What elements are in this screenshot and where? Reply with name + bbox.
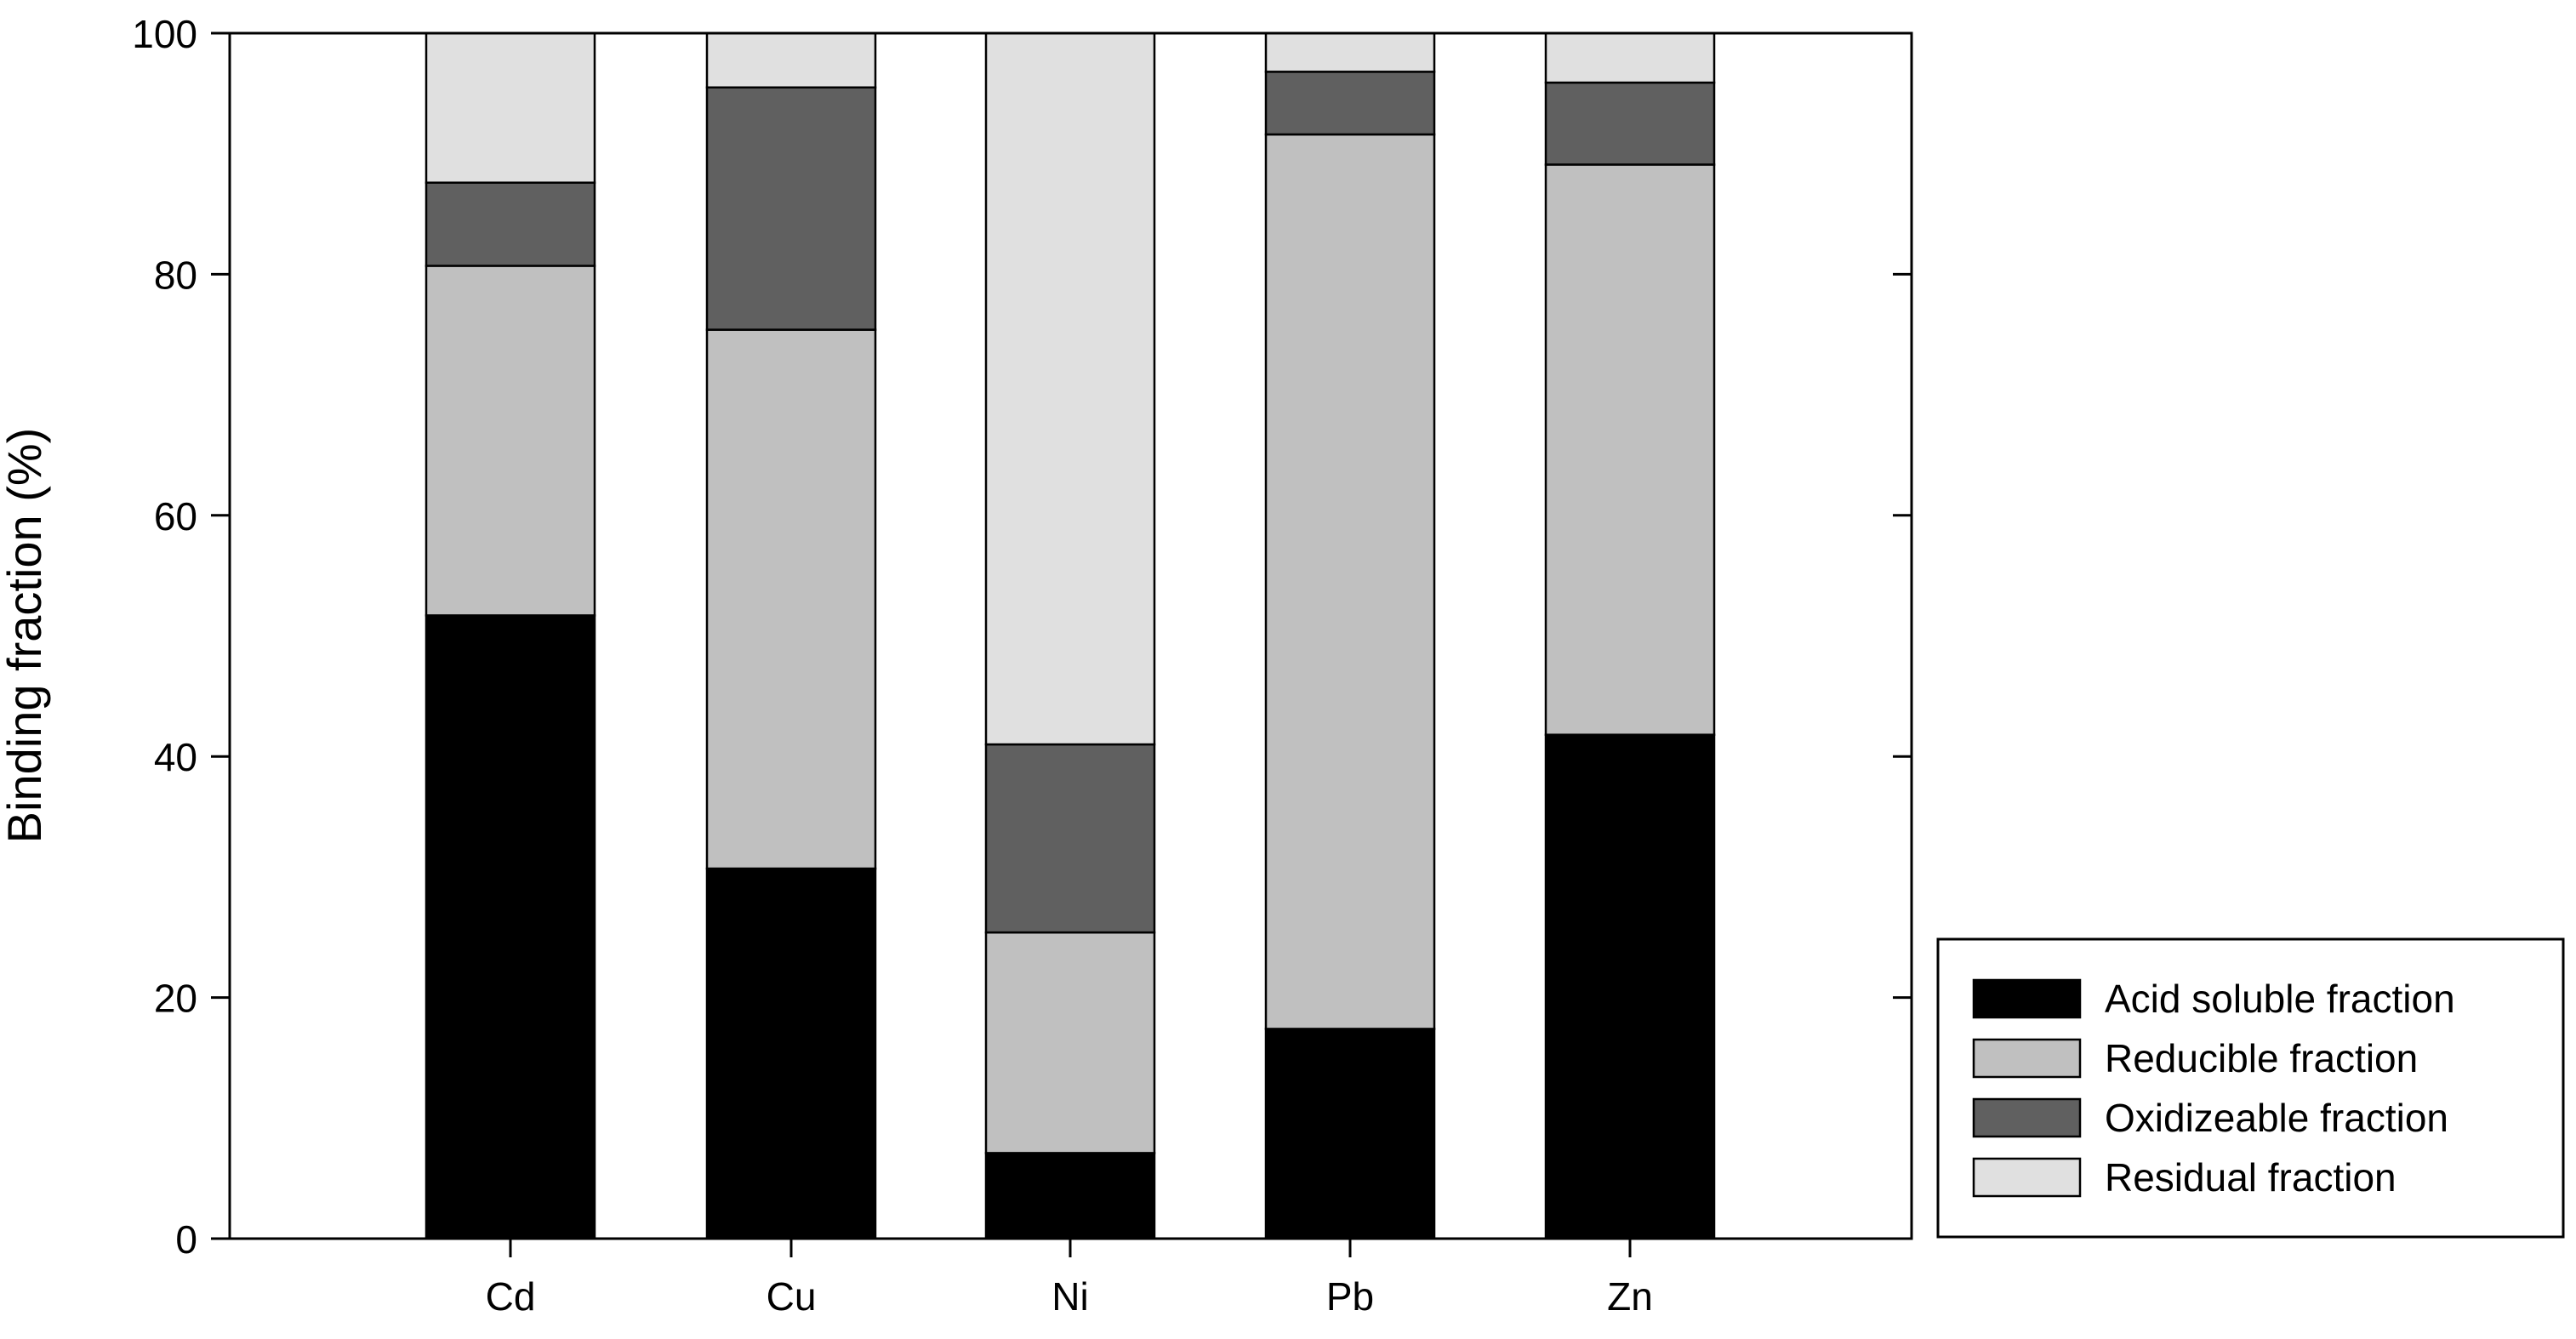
y-tick-label: 80 xyxy=(154,253,197,297)
legend-label-3: Oxidizeable fraction xyxy=(2105,1096,2448,1140)
x-tick-label-zn: Zn xyxy=(1607,1274,1653,1319)
legend: Acid soluble fraction Reducible fraction O… xyxy=(1936,937,2565,1239)
bar-segment-ni-series-2 xyxy=(984,931,1156,1154)
legend-label-2: Reducible fraction xyxy=(2105,1036,2418,1080)
bar-segment-zn-series-1 xyxy=(1544,733,1716,1240)
legend-swatch-4 xyxy=(1972,1157,2082,1198)
x-tick-label-cd: Cd xyxy=(486,1274,536,1319)
y-tick-label: 100 xyxy=(132,12,197,56)
legend-label-1: Acid soluble fraction xyxy=(2105,977,2455,1021)
x-tick-label-ni: Ni xyxy=(1051,1274,1088,1319)
y-tick-label: 20 xyxy=(154,977,197,1021)
y-tick-label: 60 xyxy=(154,494,197,538)
bar-segment-cu-series-2 xyxy=(705,328,877,870)
x-tick-label-pb: Pb xyxy=(1326,1274,1374,1319)
bar-segment-pb-series-1 xyxy=(1264,1028,1436,1240)
y-axis: 0 20 40 60 80 100 xyxy=(132,12,1912,1262)
y-axis-label: Binding fraction (%) xyxy=(0,428,51,844)
bar-segment-ni-series-4 xyxy=(984,31,1156,746)
bar-segment-zn-series-4 xyxy=(1544,31,1716,84)
bar-segment-ni-series-3 xyxy=(984,743,1156,934)
bar-segment-cu-series-1 xyxy=(705,867,877,1240)
bar-segment-cu-series-4 xyxy=(705,31,877,89)
x-tick-label-cu: Cu xyxy=(767,1274,817,1319)
bar-segment-cd-series-1 xyxy=(425,614,596,1240)
legend-swatch-2 xyxy=(1972,1038,2082,1079)
x-axis: Cd Cu Ni Pb Zn xyxy=(486,1239,1653,1319)
legend-swatch-3 xyxy=(1972,1097,2082,1138)
bar-segment-pb-series-4 xyxy=(1264,31,1436,73)
bar-segment-cu-series-3 xyxy=(705,86,877,331)
bar-segment-cd-series-3 xyxy=(425,181,596,267)
y-tick-label: 40 xyxy=(154,735,197,779)
bars-layer xyxy=(425,31,1716,1240)
bar-segment-ni-series-1 xyxy=(984,1152,1156,1240)
y-tick-label: 0 xyxy=(175,1217,197,1262)
bar-segment-zn-series-2 xyxy=(1544,163,1716,736)
legend-swatch-1 xyxy=(1972,978,2082,1019)
bar-segment-cd-series-4 xyxy=(425,31,596,184)
bar-segment-pb-series-3 xyxy=(1264,71,1436,136)
bar-segment-zn-series-3 xyxy=(1544,81,1716,166)
bar-segment-cd-series-2 xyxy=(425,265,596,617)
legend-label-4: Residual fraction xyxy=(2105,1155,2396,1199)
bar-segment-pb-series-2 xyxy=(1264,133,1436,1030)
